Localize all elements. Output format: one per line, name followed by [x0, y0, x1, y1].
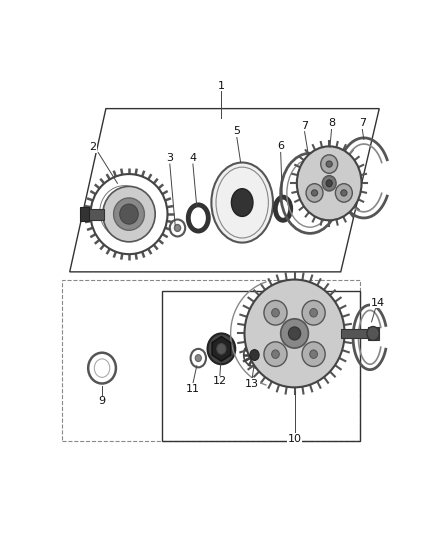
Ellipse shape: [208, 334, 235, 364]
Ellipse shape: [326, 180, 332, 187]
Text: 6: 6: [277, 141, 284, 151]
Ellipse shape: [212, 163, 273, 243]
Ellipse shape: [302, 342, 325, 367]
Ellipse shape: [326, 161, 332, 167]
Text: 14: 14: [371, 297, 385, 308]
Ellipse shape: [306, 184, 323, 202]
Ellipse shape: [336, 184, 352, 202]
Ellipse shape: [367, 327, 379, 341]
Ellipse shape: [281, 319, 308, 348]
Polygon shape: [367, 327, 379, 341]
Ellipse shape: [264, 342, 287, 367]
Ellipse shape: [272, 350, 279, 358]
Ellipse shape: [250, 350, 259, 360]
Text: 2: 2: [89, 142, 96, 152]
Ellipse shape: [231, 189, 253, 216]
Text: 3: 3: [166, 153, 173, 163]
Ellipse shape: [322, 175, 336, 191]
Ellipse shape: [321, 155, 338, 173]
Ellipse shape: [120, 204, 138, 224]
Text: 8: 8: [328, 118, 335, 128]
Ellipse shape: [174, 224, 180, 231]
Ellipse shape: [113, 198, 145, 230]
Ellipse shape: [103, 187, 155, 242]
Text: 12: 12: [213, 376, 227, 386]
Polygon shape: [212, 336, 231, 361]
Ellipse shape: [302, 301, 325, 325]
Ellipse shape: [310, 350, 318, 358]
Text: 1: 1: [218, 80, 225, 91]
Text: 11: 11: [186, 384, 200, 394]
Ellipse shape: [272, 309, 279, 317]
Ellipse shape: [264, 301, 287, 325]
Text: 9: 9: [99, 396, 106, 406]
Ellipse shape: [311, 190, 318, 196]
Ellipse shape: [244, 280, 345, 387]
Polygon shape: [83, 209, 104, 220]
Text: 4: 4: [189, 153, 197, 163]
Ellipse shape: [310, 309, 318, 317]
Ellipse shape: [341, 190, 347, 196]
Text: 10: 10: [287, 434, 301, 444]
Ellipse shape: [217, 343, 226, 354]
Text: 5: 5: [233, 126, 240, 136]
Text: 7: 7: [359, 118, 366, 128]
Polygon shape: [81, 207, 89, 221]
Ellipse shape: [297, 147, 361, 220]
Text: 7: 7: [301, 120, 308, 131]
Ellipse shape: [195, 354, 201, 361]
Text: 13: 13: [245, 378, 259, 389]
Polygon shape: [341, 329, 367, 338]
Ellipse shape: [288, 327, 301, 340]
